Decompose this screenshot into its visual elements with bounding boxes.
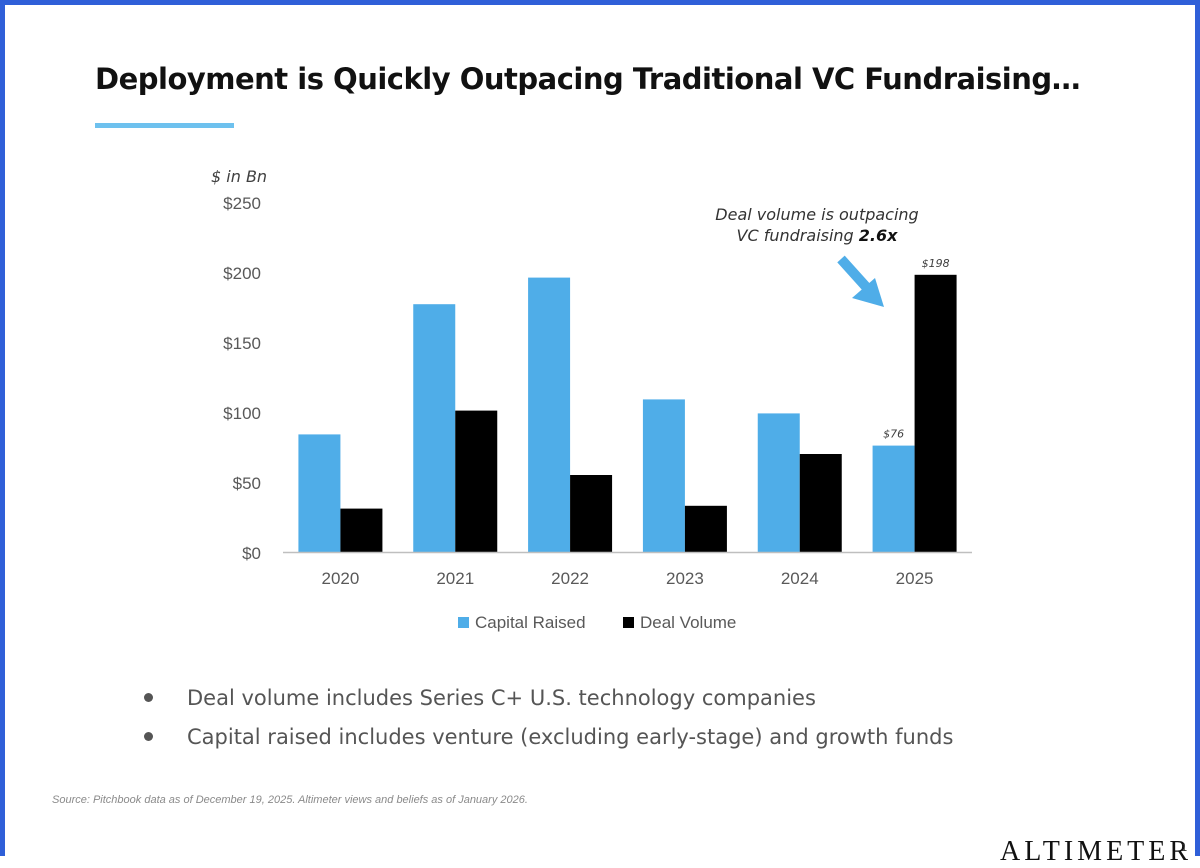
bar-capital-raised-2022 — [528, 277, 571, 552]
bar-deal-volume-2022 — [570, 475, 613, 552]
data-label: $76 — [883, 428, 904, 441]
x-tick-label: 2023 — [666, 569, 704, 588]
notes-list: Deal volume includes Series C+ U.S. tech… — [140, 680, 953, 758]
bar-deal-volume-2020 — [340, 508, 383, 552]
annotation-arrow-icon — [837, 255, 884, 307]
x-tick-label: 2020 — [322, 569, 360, 588]
bar-chart: $ in Bn $0 $50 $100 $150 $200 $250 2020 2021 20… — [211, 167, 972, 632]
bar-capital-raised-2024 — [757, 413, 800, 552]
annotation: Deal volume is outpacing VC fundraising … — [715, 205, 919, 307]
annotation-line-2: VC fundraising — [737, 226, 859, 245]
legend-label-capital-raised: Capital Raised — [475, 613, 586, 632]
svg-text:VC fundraising 2.6x: VC fundraising 2.6x — [737, 226, 899, 245]
y-tick-label: $100 — [223, 404, 261, 423]
bar-capital-raised-2020 — [298, 434, 341, 552]
y-tick-label: $150 — [223, 334, 261, 353]
y-tick-label: $200 — [223, 264, 261, 283]
y-tick-label: $0 — [242, 544, 261, 563]
page-number: 1 — [1181, 842, 1188, 854]
note-item: Capital raised includes venture (excludi… — [140, 719, 953, 758]
legend-swatch-deal-volume — [623, 617, 634, 628]
note-item: Deal volume includes Series C+ U.S. tech… — [140, 680, 953, 719]
y-tick-label: $50 — [233, 474, 261, 493]
note-text: Capital raised includes venture (excludi… — [187, 725, 954, 749]
bar-capital-raised-2021 — [413, 304, 456, 552]
bullet-icon — [144, 693, 153, 702]
note-text: Deal volume includes Series C+ U.S. tech… — [187, 686, 816, 710]
bullet-icon — [144, 732, 153, 741]
source-note: Source: Pitchbook data as of December 19… — [52, 794, 528, 806]
altimeter-logo: ALTIMETER — [1000, 836, 1193, 867]
bar-deal-volume-2024 — [799, 454, 842, 552]
legend-swatch-capital-raised — [458, 617, 469, 628]
annotation-emphasis: 2.6x — [859, 226, 898, 245]
annotation-line-1: Deal volume is outpacing — [715, 205, 918, 224]
x-tick-label: 2022 — [551, 569, 589, 588]
bar-deal-volume-2025 — [914, 274, 957, 552]
y-tick-label: $250 — [223, 194, 261, 213]
legend-label-deal-volume: Deal Volume — [640, 613, 736, 632]
legend: Capital Raised Deal Volume — [458, 613, 736, 632]
x-tick-label: 2021 — [436, 569, 474, 588]
bar-capital-raised-2023 — [642, 399, 685, 552]
bar-capital-raised-2025 — [872, 445, 915, 552]
x-tick-label: 2024 — [781, 569, 819, 588]
data-label: $198 — [922, 257, 950, 270]
slide-title: Deployment is Quickly Outpacing Traditio… — [95, 62, 1081, 96]
unit-label: $ in Bn — [211, 167, 267, 186]
title-underline — [95, 123, 234, 128]
x-tick-label: 2025 — [896, 569, 934, 588]
bar-deal-volume-2023 — [684, 505, 727, 552]
bar-deal-volume-2021 — [455, 410, 498, 552]
